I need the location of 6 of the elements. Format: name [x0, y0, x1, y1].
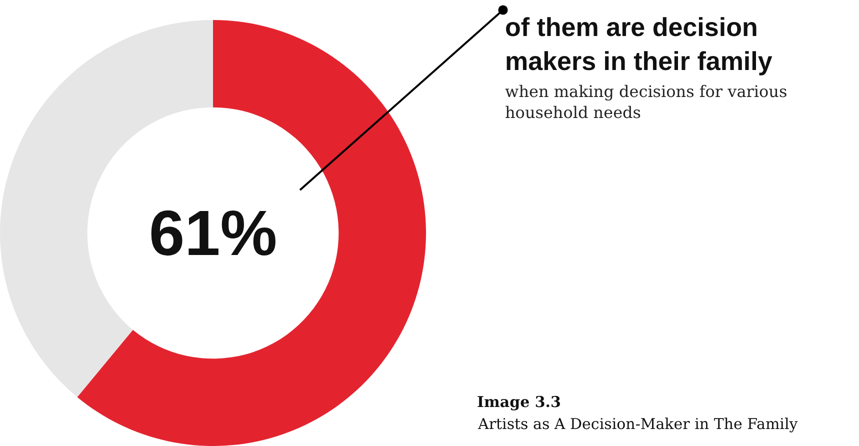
text: when making decisions for various household needs [505, 82, 788, 122]
text: Artists as A Decision-Maker in The Family [477, 415, 798, 433]
text: of them are decision makers in their family [505, 12, 773, 76]
text: Image 3.3 [477, 393, 561, 411]
donut-slice [77, 20, 426, 446]
text: 61% [149, 197, 278, 269]
